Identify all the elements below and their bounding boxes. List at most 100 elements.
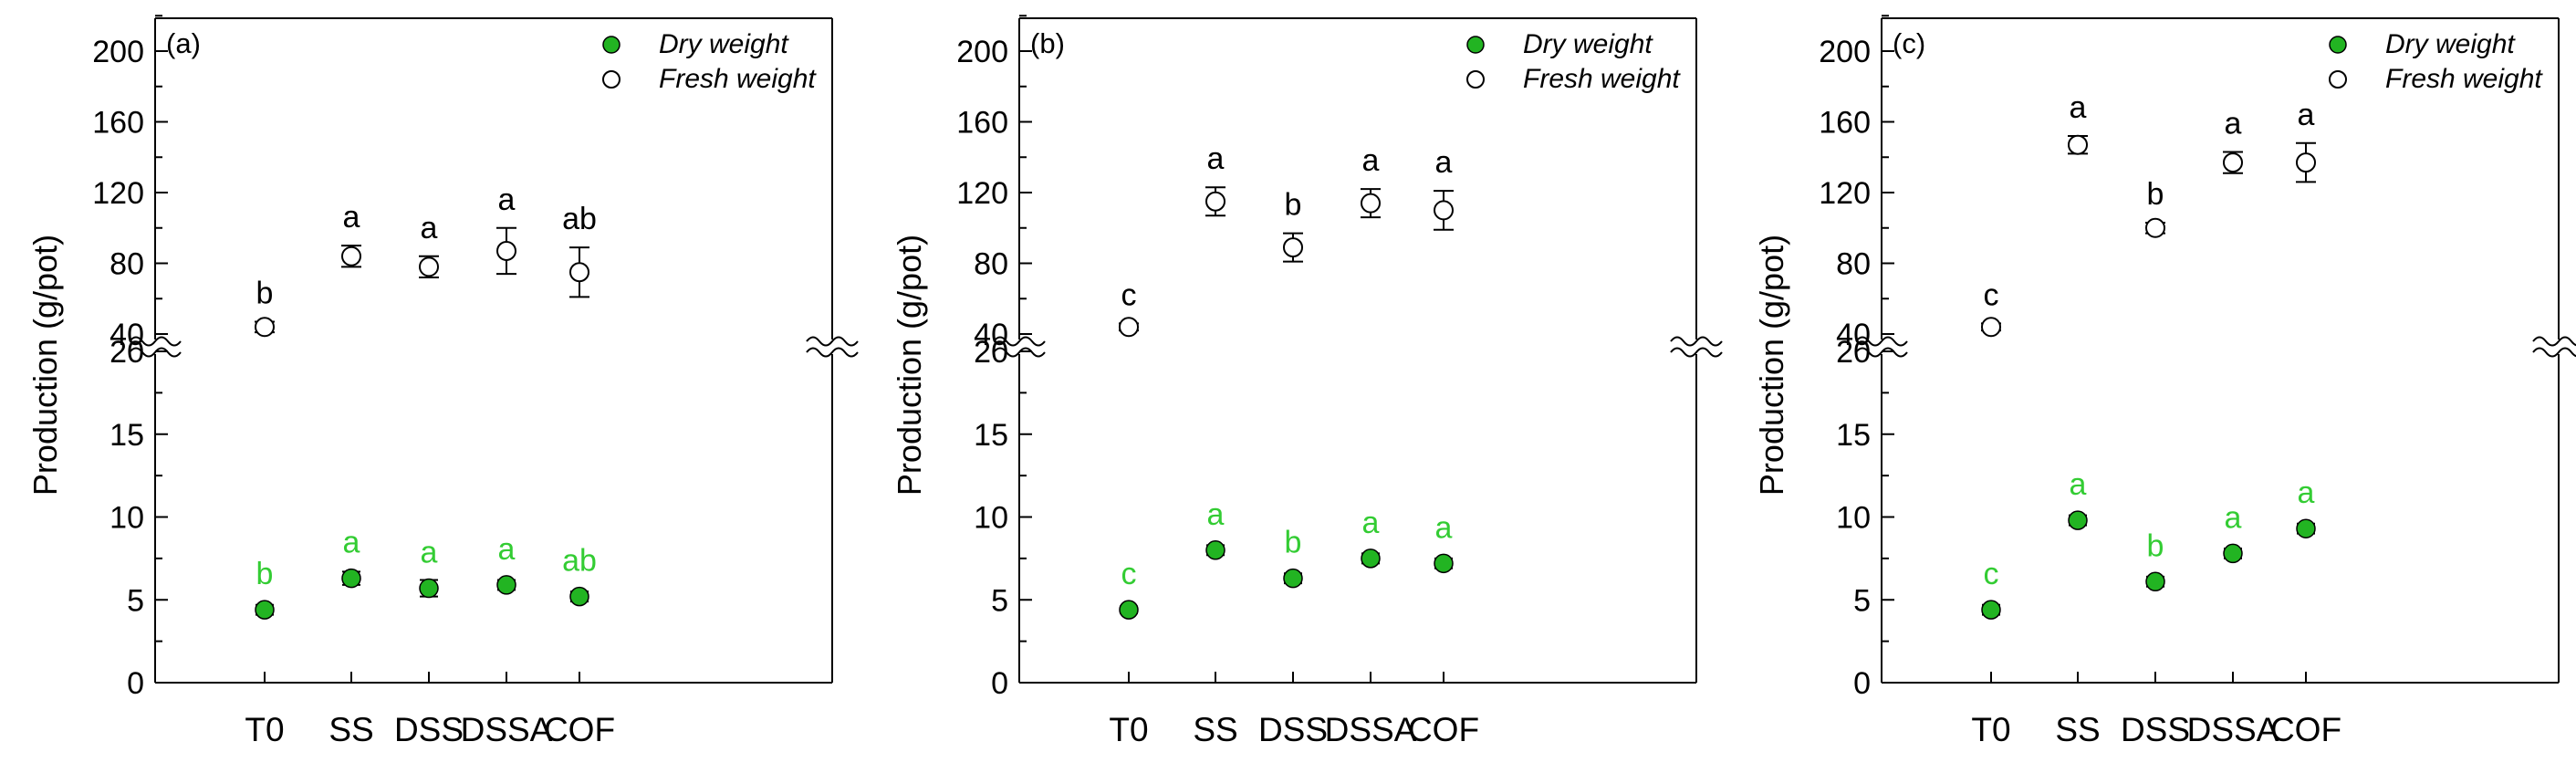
fresh-point-DSSA — [1361, 193, 1381, 214]
x-tick-label: DSSA — [2187, 711, 2279, 748]
legend-fresh-marker — [1466, 70, 1485, 89]
dry-sig-letter: a — [421, 536, 438, 570]
fresh-sig-letter: a — [1435, 145, 1453, 180]
x-tick-label: SS — [2055, 711, 2100, 748]
y-tick-label: 40 — [974, 318, 1008, 352]
y-tick-label: 5 — [127, 583, 144, 618]
fresh-sig-letter: b — [256, 276, 274, 310]
axis-break-left — [1855, 336, 1908, 347]
x-tick-label: T0 — [1109, 711, 1148, 748]
dry-sig-letter: c — [1121, 557, 1137, 591]
y-tick-label: 10 — [110, 501, 144, 536]
x-tick-label: COF — [2270, 711, 2341, 748]
y-tick-label: 15 — [110, 418, 144, 453]
dry-point-SS — [1205, 540, 1225, 560]
axis-break-right — [2532, 347, 2576, 358]
dry-sig-letter: a — [1362, 506, 1380, 540]
fresh-point-T0 — [1981, 317, 2001, 338]
dry-sig-letter: a — [1207, 497, 1225, 532]
y-tick-label: 40 — [110, 318, 144, 352]
fresh-sig-letter: a — [2070, 90, 2087, 125]
y-tick-label: 10 — [974, 501, 1008, 536]
axis-break-right — [2532, 336, 2576, 347]
axis-break-right — [1670, 336, 1723, 347]
y-tick-label: 160 — [92, 106, 144, 141]
y-tick-label: 120 — [92, 176, 144, 211]
y-tick-label: 160 — [956, 106, 1008, 141]
x-tick-label: T0 — [1971, 711, 2010, 748]
y-tick-label: 40 — [1836, 318, 1871, 352]
fresh-sig-letter: a — [421, 211, 438, 245]
legend-dry-label: Dry weight — [1523, 29, 1653, 59]
fresh-point-T0 — [1119, 317, 1139, 338]
legend-dry-label: Dry weight — [659, 29, 789, 59]
fresh-point-SS — [1205, 191, 1225, 212]
y-tick-label: 80 — [110, 247, 144, 282]
dry-point-COF — [569, 586, 589, 607]
y-tick-label: 200 — [956, 35, 1008, 69]
y-axis-label: Production (g/pot) — [891, 235, 928, 496]
x-tick-label: DSSA — [461, 711, 553, 748]
fresh-sig-letter: a — [498, 183, 516, 217]
panel-label: (a) — [166, 27, 201, 59]
dry-point-DSSA — [496, 575, 516, 595]
legend-fresh-label: Fresh weight — [659, 64, 817, 94]
legend-dry-marker — [2329, 36, 2347, 54]
dry-point-DSS — [2145, 571, 2165, 592]
fresh-sig-letter: b — [1285, 188, 1302, 223]
fresh-sig-letter: b — [2147, 177, 2164, 212]
axis-break-right — [1670, 347, 1723, 358]
x-tick-label: SS — [329, 711, 373, 748]
fresh-point-T0 — [255, 317, 275, 338]
legend-fresh-marker — [2329, 70, 2347, 89]
axis-break-right — [806, 336, 859, 347]
dry-sig-letter: ab — [562, 544, 597, 579]
dry-sig-letter: b — [1285, 526, 1302, 560]
dry-sig-letter: a — [498, 532, 516, 567]
panel-label: (c) — [1893, 27, 1925, 59]
dry-sig-letter: a — [2225, 500, 2242, 535]
y-tick-label: 80 — [1836, 247, 1871, 282]
fresh-point-COF — [569, 262, 589, 283]
fresh-sig-letter: a — [2225, 106, 2242, 141]
fresh-sig-letter: a — [1207, 141, 1225, 176]
x-tick-label: DSS — [2121, 711, 2190, 748]
dry-point-COF — [1434, 553, 1454, 574]
y-tick-label: 15 — [1836, 418, 1871, 453]
legend-dry-marker — [602, 36, 621, 54]
dry-sig-letter: a — [343, 526, 360, 560]
axis-break-right — [806, 347, 859, 358]
dry-point-DSS — [419, 578, 439, 599]
dry-sig-letter: c — [1984, 557, 1999, 591]
axis-break-left — [129, 336, 182, 347]
dry-point-COF — [2296, 518, 2316, 538]
dry-point-SS — [2068, 510, 2088, 530]
fresh-point-DSSA — [2223, 152, 2243, 173]
fresh-sig-letter: c — [1984, 277, 1999, 312]
y-tick-label: 10 — [1836, 501, 1871, 536]
panel-label: (b) — [1030, 27, 1065, 59]
y-tick-label: 20 — [974, 335, 1008, 370]
legend-dry-label: Dry weight — [2385, 29, 2516, 59]
legend-dry-marker — [1466, 36, 1485, 54]
y-tick-label: 160 — [1819, 106, 1871, 141]
y-tick-label: 0 — [991, 666, 1008, 701]
dry-point-T0 — [255, 600, 275, 620]
legend-fresh-label: Fresh weight — [2385, 64, 2543, 94]
fresh-sig-letter: a — [2298, 98, 2315, 132]
fresh-point-DSS — [419, 256, 439, 277]
x-tick-label: SS — [1193, 711, 1237, 748]
y-tick-label: 200 — [1819, 35, 1871, 69]
dry-sig-letter: a — [2070, 467, 2087, 502]
fresh-sig-letter: c — [1121, 277, 1137, 312]
y-axis-label: Production (g/pot) — [26, 235, 64, 496]
y-tick-label: 80 — [974, 247, 1008, 282]
fresh-point-SS — [2068, 134, 2088, 155]
dry-point-DSSA — [2223, 543, 2243, 564]
y-tick-label: 120 — [956, 176, 1008, 211]
dry-point-DSSA — [1361, 548, 1381, 569]
